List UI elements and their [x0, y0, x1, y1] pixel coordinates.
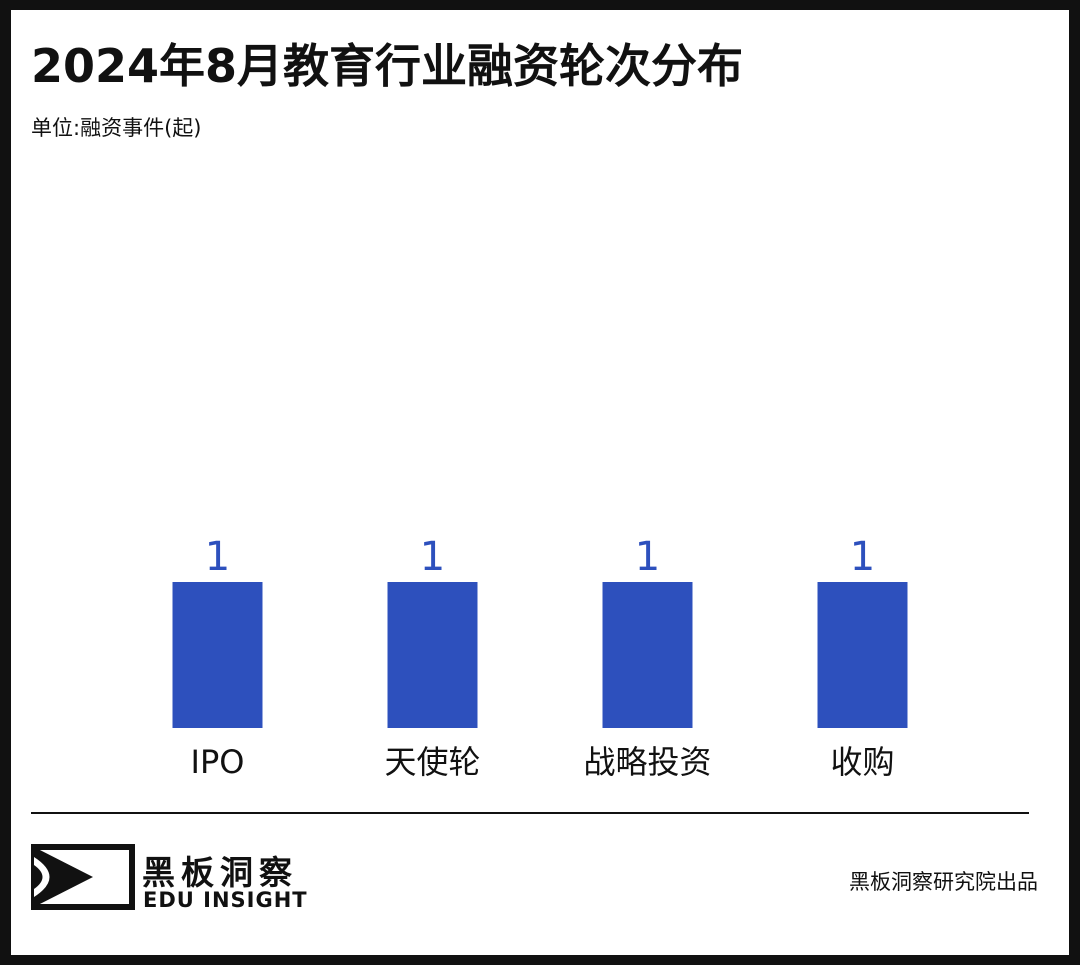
data-label-0: 1: [205, 534, 230, 580]
bar-3: [817, 582, 908, 728]
footer-divider: [31, 812, 1029, 814]
brand-name-cn: 黑板洞察: [142, 853, 298, 892]
data-label-1: 1: [420, 534, 445, 580]
category-label-3: 收购: [830, 743, 894, 781]
data-label-3: 1: [850, 534, 875, 580]
category-label-1: 天使轮: [384, 743, 480, 781]
data-label-2: 1: [635, 534, 660, 580]
unit-label: 单位:融资事件(起): [31, 116, 202, 140]
chart-title: 2024年8月教育行业融资轮次分布: [31, 39, 744, 93]
bar-0: [172, 582, 263, 728]
category-label-2: 战略投资: [583, 743, 711, 781]
bar-2: [602, 582, 693, 728]
brand-name-en: EDU INSIGHT: [143, 888, 308, 912]
logo-icon: [31, 844, 135, 910]
bar-1: [387, 582, 478, 728]
footer-credit: 黑板洞察研究院出品: [849, 870, 1038, 894]
category-label-0: IPO: [191, 743, 245, 781]
